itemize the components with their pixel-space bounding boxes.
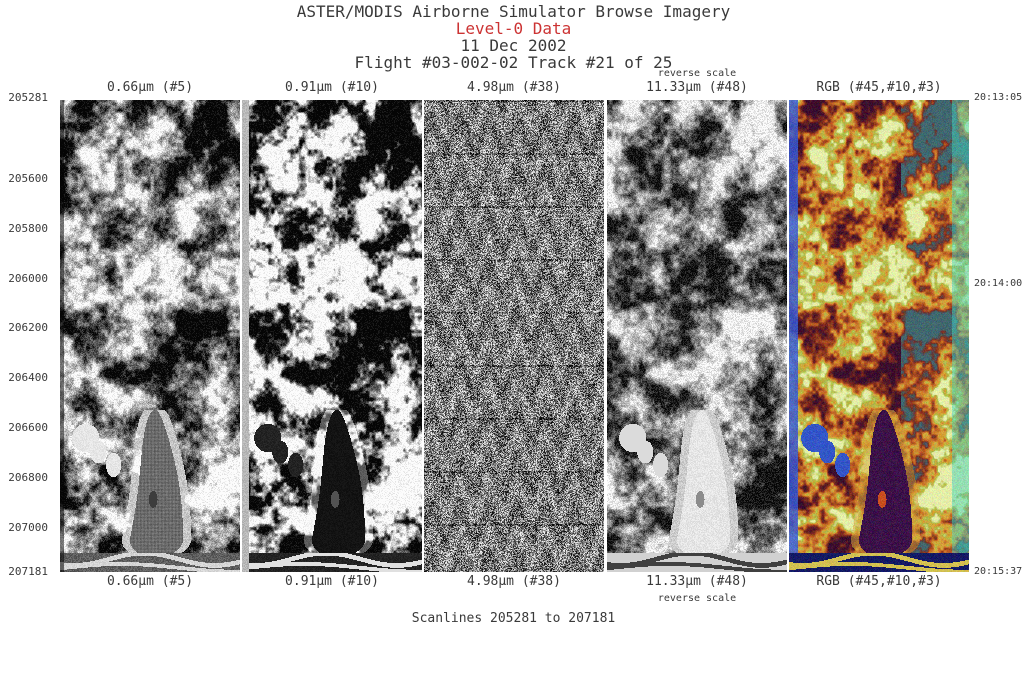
panel-label-top-band38: 4.98µm (#38) (467, 80, 561, 95)
reverse-scale-note-bottom: reverse scale (657, 593, 737, 604)
scanline-label: 205281 (8, 91, 48, 104)
panel-label-bottom-band38: 4.98µm (#38) (467, 574, 561, 589)
page-subtitle: Level-0 Data (455, 19, 572, 38)
scanline-label: 206800 (8, 471, 48, 484)
panel-label-bottom-rgb: RGB (#45,#10,#3) (816, 574, 942, 589)
band-10-image (242, 100, 422, 572)
panel-label-top-band48: 11.33µm (#48) (646, 80, 748, 95)
scanline-range-caption: Scanlines 205281 to 207181 (411, 611, 616, 626)
scanline-label: 206600 (8, 421, 48, 434)
band-38-image (424, 100, 604, 572)
scanline-label: 206000 (8, 272, 48, 285)
rgb-composite-image (789, 100, 969, 572)
scanline-label: 205800 (8, 222, 48, 235)
scanline-label: 206200 (8, 321, 48, 334)
panel-label-top-band10: 0.91µm (#10) (285, 80, 379, 95)
panel-label-bottom-band5: 0.66µm (#5) (106, 574, 194, 589)
time-label: 20:15:37 (974, 566, 1023, 577)
reverse-scale-note-top: reverse scale (657, 68, 737, 79)
page-date: 11 Dec 2002 (460, 36, 567, 55)
scanline-label: 207181 (8, 565, 48, 578)
flight-info: Flight #03-002-02 Track #21 of 25 (354, 53, 673, 72)
panel-label-top-rgb: RGB (#45,#10,#3) (816, 80, 942, 95)
page-title: ASTER/MODIS Airborne Simulator Browse Im… (296, 2, 731, 21)
panel-label-bottom-band10: 0.91µm (#10) (285, 574, 379, 589)
panel-label-bottom-band48: 11.33µm (#48) (646, 574, 748, 589)
scanline-label: 205600 (8, 172, 48, 185)
panel-label-top-band5: 0.66µm (#5) (106, 80, 194, 95)
scanline-label: 206400 (8, 371, 48, 384)
band-48-image (607, 100, 787, 572)
band-5-image (60, 100, 240, 572)
time-label: 20:14:00 (974, 278, 1023, 289)
time-label: 20:13:05 (974, 92, 1023, 103)
scanline-label: 207000 (8, 521, 48, 534)
